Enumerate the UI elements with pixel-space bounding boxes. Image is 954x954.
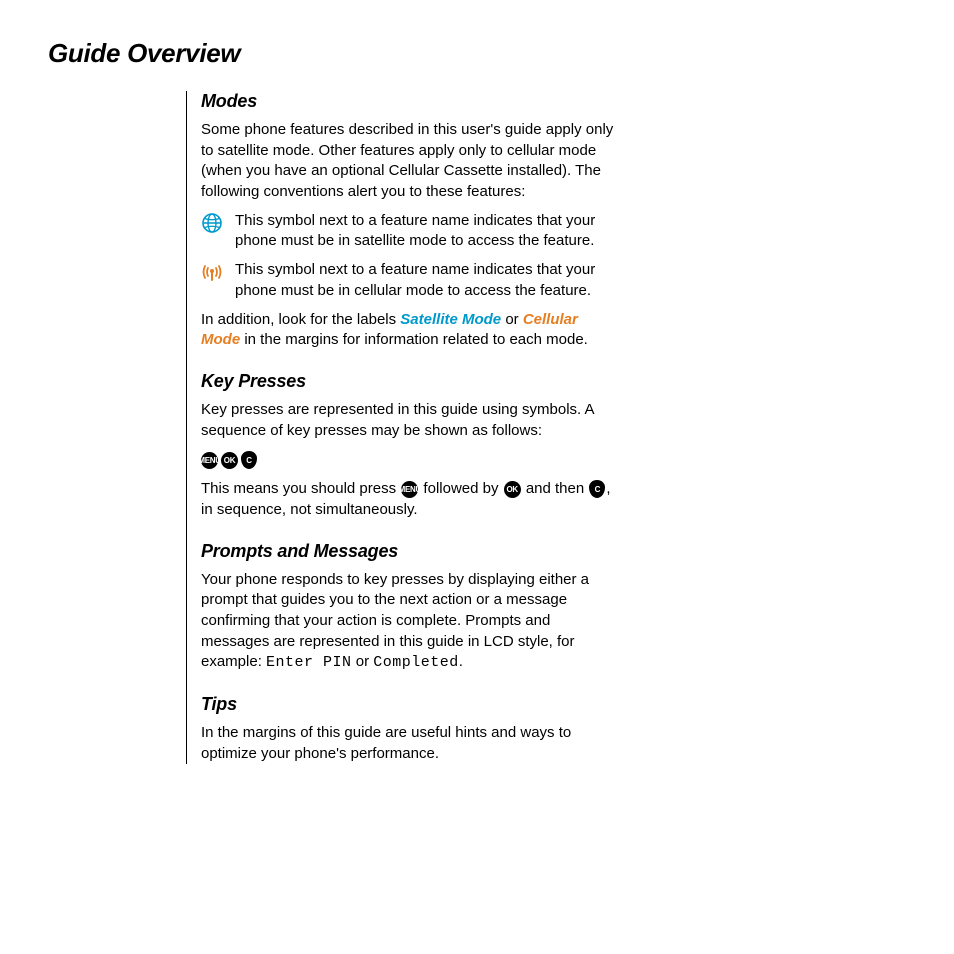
heading-tips: Tips: [201, 694, 616, 715]
addl-mid: or: [501, 311, 523, 328]
cellular-symbol-text: This symbol next to a feature name indic…: [235, 260, 616, 301]
lcd-completed: Completed: [373, 654, 459, 671]
heading-prompts: Prompts and Messages: [201, 541, 616, 562]
addl-pre: In addition, look for the labels: [201, 311, 400, 328]
lcd-enter-pin: Enter PIN: [266, 654, 352, 671]
addl-post: in the margins for information related t…: [240, 331, 588, 348]
satellite-symbol-row: This symbol next to a feature name indic…: [201, 211, 616, 252]
cellular-antenna-icon: [201, 260, 223, 282]
prompts-body: Your phone responds to key presses by di…: [201, 570, 616, 674]
menu-key-inline-icon: MENU: [401, 481, 418, 498]
kp-expl-3: and then: [522, 480, 589, 497]
satellite-globe-icon: [201, 211, 223, 233]
page-title: Guide Overview: [48, 38, 906, 69]
modes-additional: In addition, look for the labels Satelli…: [201, 310, 616, 351]
heading-key-presses: Key Presses: [201, 371, 616, 392]
heading-modes: Modes: [201, 91, 616, 112]
keypresses-intro: Key presses are represented in this guid…: [201, 400, 616, 441]
c-key-icon: C: [241, 451, 257, 469]
ok-key-icon: OK: [221, 452, 238, 469]
ok-key-inline-icon: OK: [504, 481, 521, 498]
prompts-mid: or: [352, 653, 374, 670]
label-satellite-mode: Satellite Mode: [400, 311, 501, 328]
menu-key-icon: MENU: [201, 452, 218, 469]
c-key-inline-icon: C: [589, 480, 605, 498]
key-sequence-display: MENU OK C: [201, 451, 616, 469]
cellular-symbol-row: This symbol next to a feature name indic…: [201, 260, 616, 301]
tips-body: In the margins of this guide are useful …: [201, 723, 616, 764]
satellite-symbol-text: This symbol next to a feature name indic…: [235, 211, 616, 252]
kp-expl-1: This means you should press: [201, 480, 400, 497]
content-column: Modes Some phone features described in t…: [186, 91, 616, 764]
modes-intro: Some phone features described in this us…: [201, 120, 616, 203]
kp-expl-2: followed by: [419, 480, 502, 497]
prompts-post: .: [459, 653, 463, 670]
keypresses-explanation: This means you should press MENU followe…: [201, 479, 616, 520]
